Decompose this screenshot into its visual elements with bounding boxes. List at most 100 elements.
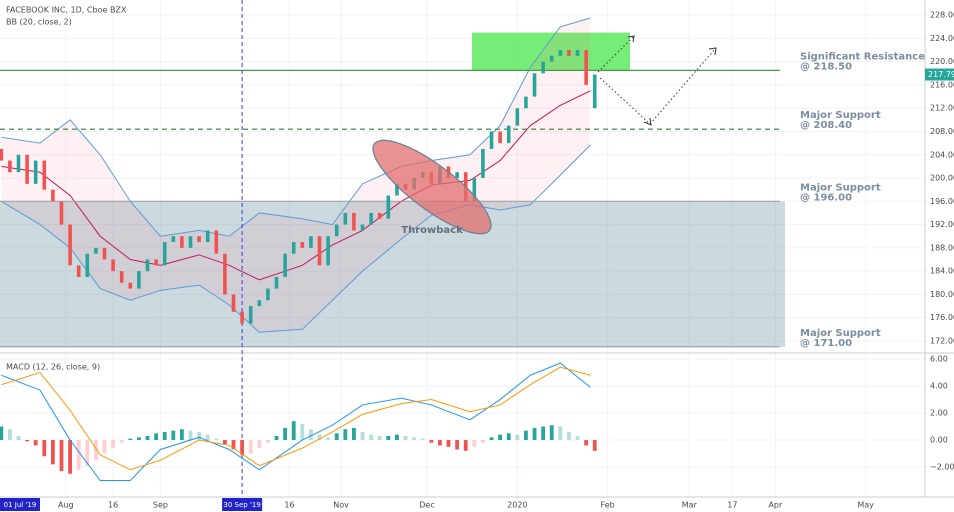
candle xyxy=(51,189,55,202)
y-tick-label: 220.00 xyxy=(930,57,954,66)
candle xyxy=(584,50,588,85)
macd-histogram-bar xyxy=(352,427,356,441)
date-box-label: 01 Jul '19 xyxy=(4,501,37,509)
x-tick-label: 16 xyxy=(284,501,294,510)
y-tick-label: 208.00 xyxy=(930,127,954,136)
macd-histogram-bar xyxy=(481,440,485,443)
price-tag xyxy=(925,68,954,81)
macd-histogram-bar xyxy=(541,426,546,441)
macd-histogram-bar xyxy=(300,423,305,441)
macd-histogram-bar xyxy=(455,440,460,450)
macd-histogram-bar xyxy=(33,440,38,446)
x-tick-label: Dec xyxy=(419,501,434,510)
bb-upper xyxy=(1,17,591,237)
x-tick-label: Apr xyxy=(768,501,783,510)
candle xyxy=(119,271,124,283)
candle xyxy=(558,50,563,56)
candle xyxy=(223,253,227,295)
y-tick-label: 212.00 xyxy=(930,104,954,113)
x-tick-label: Feb xyxy=(601,501,615,510)
macd-histogram-bar xyxy=(137,437,141,441)
macd-histogram-bar xyxy=(283,427,288,441)
macd-histogram-bar xyxy=(515,434,520,441)
projection-arrows xyxy=(597,35,717,126)
level-label: @ 196.00 xyxy=(800,192,852,203)
candle xyxy=(472,178,477,202)
macd-histogram-bar xyxy=(240,440,245,455)
macd-histogram-bar xyxy=(446,440,451,447)
y-tick-label: 192.00 xyxy=(930,220,954,229)
candle xyxy=(266,288,270,301)
zone xyxy=(0,201,785,347)
macd-histogram-bar xyxy=(506,433,511,441)
chart-title: FACEBOOK INC, 1D, Cboe BZX xyxy=(6,6,127,15)
macd-histogram-bar xyxy=(575,435,580,441)
macd-histogram-bar xyxy=(205,434,210,441)
y-tick-label: 224.00 xyxy=(930,34,954,43)
y-tick-label: 200.00 xyxy=(930,174,954,183)
macd-histogram-bar xyxy=(386,435,391,441)
macd-histogram-bar xyxy=(68,440,72,474)
y-tick-label: 228.00 xyxy=(930,11,954,20)
macd-histogram-bar xyxy=(567,431,571,441)
y-tick-label: 172.00 xyxy=(930,336,954,345)
macd-histogram-bar xyxy=(214,438,219,441)
candle xyxy=(33,160,38,184)
candle xyxy=(309,236,313,248)
macd-histogram-bar xyxy=(274,435,279,441)
x-tick-label: Nov xyxy=(333,501,349,510)
candle xyxy=(592,74,597,109)
macd-histogram-bar xyxy=(326,437,331,441)
macd-histogram-bar xyxy=(85,440,90,466)
macd-histogram-bar xyxy=(584,440,589,446)
candle xyxy=(386,195,391,219)
x-tick-label: 2020 xyxy=(507,501,527,510)
candle xyxy=(274,276,279,289)
candle xyxy=(145,259,150,272)
candle xyxy=(524,96,528,109)
macd-histogram-bar xyxy=(309,429,313,441)
candle xyxy=(128,282,133,289)
bb-middle xyxy=(1,90,591,281)
level-label: Major Support xyxy=(800,328,881,339)
macd-histogram-bar xyxy=(188,430,193,441)
macd-histogram-bar xyxy=(429,440,434,443)
candle xyxy=(283,253,287,277)
macd-macd xyxy=(1,362,591,482)
candle xyxy=(25,154,29,184)
candle xyxy=(76,265,81,277)
candle xyxy=(326,236,330,266)
indicator-title: BB (20, close, 2) xyxy=(6,18,72,27)
macd-histogram-bar xyxy=(7,429,12,441)
x-tick-label: 16 xyxy=(108,501,118,510)
macd-histogram-bar xyxy=(50,440,55,465)
candle xyxy=(515,108,520,126)
macd-histogram-bar xyxy=(558,426,563,441)
candle xyxy=(532,73,537,97)
candle xyxy=(257,300,262,307)
candle xyxy=(506,125,511,144)
candle xyxy=(498,131,502,144)
candle xyxy=(240,311,244,324)
y-tick-label: 176.00 xyxy=(930,313,954,322)
x-tick-label: Mar xyxy=(682,501,698,510)
macd-histogram-bar xyxy=(111,440,115,449)
arrow-head xyxy=(708,47,717,56)
level-label: @ 208.40 xyxy=(800,120,852,131)
level-label: Major Support xyxy=(800,182,881,193)
level-label: Significant Resistance xyxy=(800,51,925,62)
candle xyxy=(248,306,253,324)
macd-histogram-bar xyxy=(524,430,528,441)
macd-histogram-bar xyxy=(472,440,477,447)
candle xyxy=(549,55,554,62)
date-box-label: 30 Sep '19 xyxy=(223,501,260,509)
macd-histogram-bar xyxy=(438,440,442,446)
macd-histogram-bar xyxy=(592,440,597,451)
macd-histogram-bar xyxy=(420,438,425,441)
macd-histogram-bar xyxy=(369,434,374,441)
macd-histogram-bar xyxy=(145,435,150,441)
y-tick-label: 216.00 xyxy=(930,80,954,89)
date-box xyxy=(222,498,263,511)
